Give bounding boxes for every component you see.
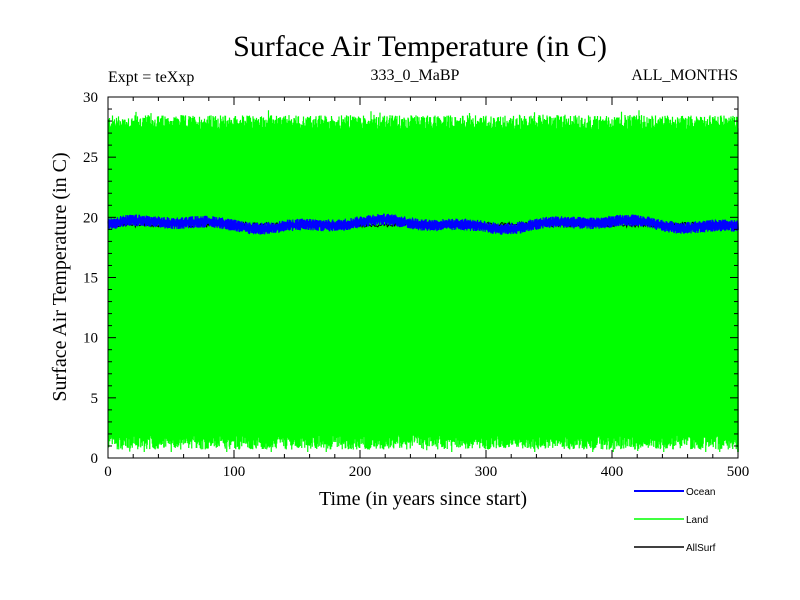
x-tick-label: 100 xyxy=(223,464,246,480)
legend: Ocean Land AllSurf xyxy=(634,487,716,554)
series-line-land xyxy=(107,110,739,452)
legend-label-allsurf: AllSurf xyxy=(686,543,716,554)
y-tick-label: 5 xyxy=(91,391,99,407)
x-tick-label: 200 xyxy=(349,464,372,480)
y-tick-label: 25 xyxy=(83,150,98,166)
plot-area xyxy=(107,110,739,452)
axis-ticks: 0 100 200 300 400 500 0 5 10 15 20 25 30 xyxy=(83,90,749,480)
y-tick-label: 0 xyxy=(91,451,99,467)
chart-title: Surface Air Temperature (in C) xyxy=(233,30,607,63)
subtitle-experiment: Expt = teXxp xyxy=(108,69,194,86)
y-axis-label: Surface Air Temperature (in C) xyxy=(49,152,71,401)
y-tick-label: 30 xyxy=(83,90,98,106)
subtitle-months: ALL_MONTHS xyxy=(631,67,738,84)
x-axis-label: Time (in years since start) xyxy=(319,488,527,510)
x-tick-label: 0 xyxy=(104,464,112,480)
y-tick-label: 10 xyxy=(83,331,98,347)
x-tick-label: 300 xyxy=(475,464,498,480)
series-line-ocean xyxy=(107,213,739,235)
legend-label-ocean: Ocean xyxy=(686,487,715,498)
x-tick-label: 400 xyxy=(601,464,624,480)
y-tick-label: 15 xyxy=(83,271,98,287)
legend-label-land: Land xyxy=(686,515,708,526)
x-tick-label: 500 xyxy=(727,464,750,480)
y-tick-label: 20 xyxy=(83,210,98,226)
subtitle-period: 333_0_MaBP xyxy=(371,67,460,84)
